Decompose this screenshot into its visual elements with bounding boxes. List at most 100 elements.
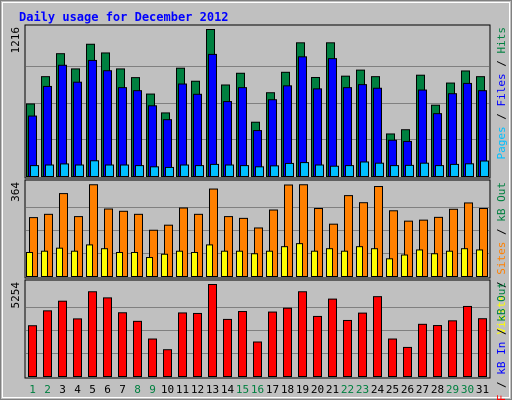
bar-visits: [326, 248, 333, 277]
bar-files: [343, 87, 352, 177]
bar-visits: [416, 249, 423, 277]
right-legend: Visits / Sites / kB Out: [495, 182, 508, 334]
x-tick-label: 6: [104, 383, 111, 396]
bar-files: [148, 105, 157, 177]
bar-sites: [299, 184, 308, 277]
x-tick-label: 27: [416, 383, 429, 396]
x-tick-label: 26: [401, 383, 414, 396]
bar-kbf: [238, 311, 247, 377]
x-tick-label: 13: [206, 383, 219, 396]
bar-pages: [30, 165, 39, 178]
bar-kbf: [253, 341, 262, 377]
bar-pages: [240, 165, 249, 178]
x-tick-label: 9: [149, 383, 156, 396]
bar-pages: [75, 164, 84, 177]
bar-kbf: [403, 346, 412, 377]
bar-visits: [221, 250, 228, 278]
bar-sites: [119, 210, 128, 278]
legend-entry: kB Out: [495, 282, 508, 322]
bar-visits: [56, 247, 63, 277]
bar-pages: [165, 166, 174, 178]
x-tick-label: 29: [446, 383, 459, 396]
bar-visits: [446, 250, 453, 278]
bar-sites: [269, 209, 278, 277]
bar-files: [268, 99, 277, 177]
x-axis-labels: 1 2 3 4 5 6 7 8 9 10 11 12 13 14 15 16 17 18 19 20 21 22 23 24 2…: [29, 383, 489, 396]
legend-entry: Visits: [495, 295, 508, 335]
bar-visits: [266, 250, 273, 278]
y-max-label: 5254: [9, 282, 22, 309]
x-tick-label: 5: [89, 383, 96, 396]
bar-files: [238, 87, 247, 177]
x-tick-label: 22: [341, 383, 354, 396]
bar-visits: [476, 249, 483, 277]
x-tick-label: 12: [191, 383, 204, 396]
bar-pages: [105, 164, 114, 177]
bar-sites: [134, 213, 143, 277]
bar-pages: [195, 165, 204, 178]
panel-hits-files-pages: 1216 Pages / Files / Hits: [9, 24, 508, 179]
bar-kbf: [223, 318, 232, 377]
x-tick-label: 2: [44, 383, 51, 396]
bar-visits: [236, 250, 243, 278]
bar-pages: [150, 166, 159, 178]
y-max-label: 1216: [9, 27, 22, 54]
bar-visits: [191, 251, 198, 278]
bar-sites: [89, 184, 98, 277]
bar-files: [193, 93, 202, 177]
x-tick-label: 24: [371, 383, 385, 396]
bar-kbf: [73, 318, 82, 378]
panel-kbin-kbf: 5254kB F / kB In / kB Out: [9, 279, 508, 405]
bar-kbf: [103, 297, 112, 377]
bar-visits: [251, 253, 258, 277]
bar-kbf: [193, 312, 202, 377]
x-tick-label: 8: [134, 383, 141, 396]
bar-pages: [450, 163, 459, 177]
bar-kbf: [358, 312, 367, 377]
bar-sites: [449, 208, 458, 277]
bar-sites: [74, 216, 83, 278]
bar-files: [178, 83, 187, 177]
bar-sites: [104, 208, 113, 277]
bar-files: [88, 59, 97, 178]
bar-kbf: [433, 325, 442, 377]
bar-files: [298, 56, 307, 177]
bar-sites: [239, 217, 248, 277]
bar-pages: [465, 163, 474, 178]
bar-files: [43, 85, 52, 177]
bar-visits: [161, 253, 168, 277]
outer-border-dark: [2, 2, 510, 398]
bar-visits: [26, 251, 33, 278]
bar-kbf: [133, 320, 142, 377]
bar-visits: [341, 250, 348, 278]
bar-kbf: [58, 300, 67, 377]
bar-sites: [464, 202, 473, 277]
bar-pages: [405, 164, 414, 178]
x-tick-label: 31: [476, 383, 489, 396]
chart-title: Daily usage for December 2012: [19, 10, 229, 24]
bar-pages: [480, 160, 489, 178]
bar-sites: [404, 220, 413, 277]
x-tick-label: 11: [176, 383, 189, 396]
bar-kbf: [448, 320, 457, 377]
bar-visits: [431, 253, 438, 277]
bar-sites: [419, 219, 428, 277]
bar-files: [103, 70, 112, 177]
bar-kbf: [208, 284, 217, 377]
bar-pages: [345, 165, 354, 178]
legend-entry: /: [495, 322, 508, 342]
bar-pages: [420, 162, 429, 177]
legend-entry: Files: [495, 73, 508, 106]
bar-kbf: [388, 338, 397, 377]
panel-visits-sites-kbout: 364 Visits / Sites / kB Out: [9, 179, 508, 334]
x-tick-label: 21: [326, 383, 339, 396]
x-tick-label: 28: [431, 383, 444, 396]
bar-sites: [59, 193, 68, 278]
bar-visits: [296, 243, 303, 277]
bar-pages: [210, 163, 219, 177]
bar-pages: [390, 165, 399, 178]
bar-sites: [359, 202, 368, 277]
x-tick-label: 10: [161, 383, 174, 396]
